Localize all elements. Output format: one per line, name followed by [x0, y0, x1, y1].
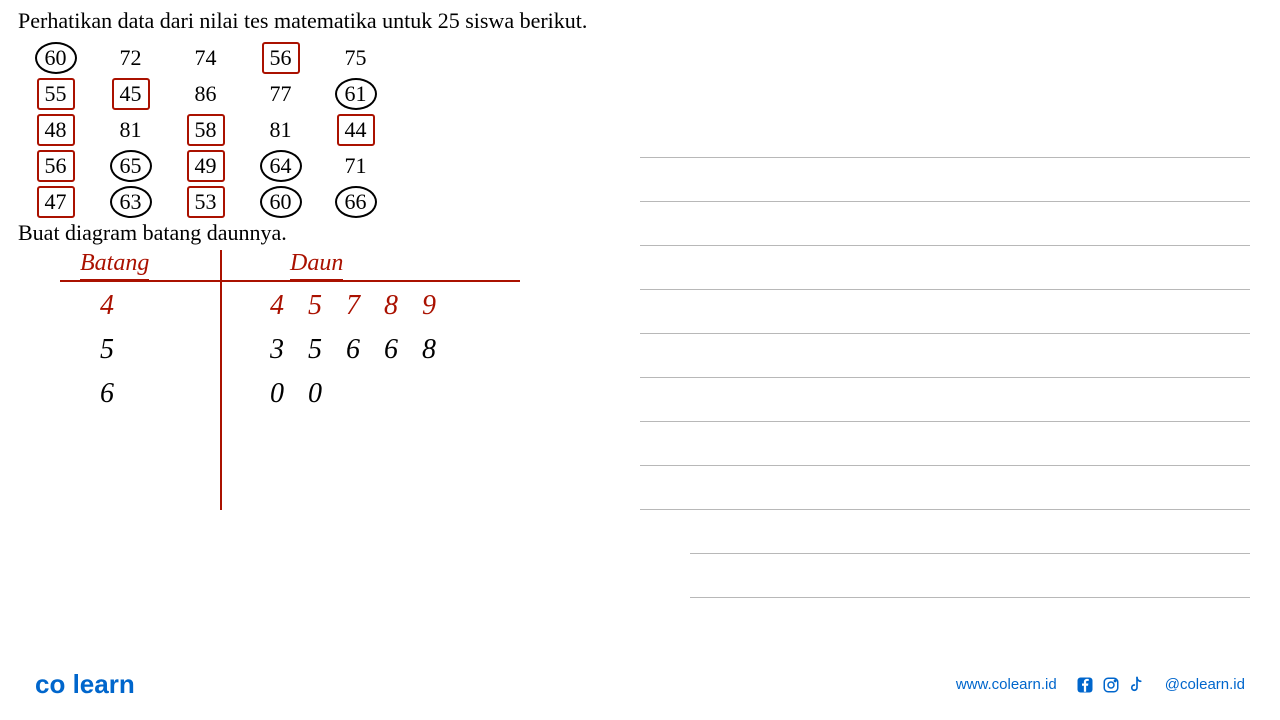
- leaf-value: 4: [270, 290, 284, 322]
- leaf-value: 9: [422, 290, 436, 322]
- leaf-value: 6: [346, 334, 360, 366]
- logo-part1: co: [35, 669, 65, 699]
- facebook-icon[interactable]: [1075, 675, 1095, 695]
- data-cell: 55: [18, 81, 93, 107]
- leaf-row: 35668: [270, 334, 436, 366]
- ruled-line: [640, 289, 1250, 333]
- instagram-icon[interactable]: [1101, 675, 1121, 695]
- data-cell: 58: [168, 117, 243, 143]
- ruled-line: [690, 597, 1250, 641]
- footer-right: www.colearn.id @colearn.id: [956, 675, 1245, 695]
- data-cell: 49: [168, 153, 243, 179]
- leaf-value: 8: [422, 334, 436, 366]
- stem-value: 5: [100, 334, 114, 378]
- data-row: 5665496471: [18, 148, 393, 184]
- social-icons: [1075, 675, 1147, 695]
- data-cell: 60: [18, 45, 93, 71]
- leaf-value: 6: [384, 334, 398, 366]
- leaf-row: 00: [270, 378, 322, 410]
- data-cell: 86: [168, 81, 243, 107]
- data-cell: 72: [93, 45, 168, 71]
- logo-part2: learn: [73, 669, 135, 699]
- leaf-row: 45789: [270, 290, 436, 322]
- tiktok-icon[interactable]: [1127, 675, 1147, 695]
- data-row: 4881588144: [18, 112, 393, 148]
- data-cell: 81: [93, 117, 168, 143]
- ruled-line: [640, 509, 1250, 553]
- leaf-value: 3: [270, 334, 284, 366]
- stem-value: 6: [100, 378, 114, 422]
- data-cell: 45: [93, 81, 168, 107]
- data-cell: 60: [243, 189, 318, 215]
- data-cell: 77: [243, 81, 318, 107]
- ruled-line: [640, 157, 1250, 201]
- leaf-value: 7: [346, 290, 360, 322]
- data-cell: 48: [18, 117, 93, 143]
- data-cell: 65: [93, 153, 168, 179]
- brand-logo: co learn: [35, 669, 135, 700]
- data-cell: 61: [318, 81, 393, 107]
- data-cell: 56: [18, 153, 93, 179]
- data-cell: 53: [168, 189, 243, 215]
- data-row: 5545867761: [18, 76, 393, 112]
- data-cell: 56: [243, 45, 318, 71]
- stem-header: Batang: [80, 250, 149, 281]
- vertical-divider: [220, 250, 222, 510]
- ruled-line: [640, 465, 1250, 509]
- stem-value: 4: [100, 290, 114, 334]
- data-cell: 66: [318, 189, 393, 215]
- data-cell: 47: [18, 189, 93, 215]
- data-cell: 71: [318, 153, 393, 179]
- leaf-value: 8: [384, 290, 398, 322]
- website-link[interactable]: www.colearn.id: [956, 676, 1057, 693]
- data-cell: 63: [93, 189, 168, 215]
- data-cell: 81: [243, 117, 318, 143]
- data-cell: 74: [168, 45, 243, 71]
- instruction-text: Buat diagram batang daunnya.: [18, 220, 287, 246]
- ruled-line: [640, 201, 1250, 245]
- data-cell: 75: [318, 45, 393, 71]
- leaf-value: 5: [308, 290, 322, 322]
- logo-dot: [65, 669, 72, 699]
- data-cell: 64: [243, 153, 318, 179]
- problem-title: Perhatikan data dari nilai tes matematik…: [18, 8, 587, 34]
- leaf-value: 5: [308, 334, 322, 366]
- social-handle[interactable]: @colearn.id: [1165, 676, 1245, 693]
- data-table: 6072745675554586776148815881445665496471…: [18, 40, 393, 220]
- ruled-lines: [640, 157, 1250, 641]
- data-cell: 44: [318, 117, 393, 143]
- leaf-value: 0: [270, 378, 284, 410]
- stem-column: 456: [100, 290, 114, 422]
- footer: co learn www.colearn.id @colearn.id: [0, 669, 1280, 700]
- ruled-line: [640, 333, 1250, 377]
- ruled-line: [640, 421, 1250, 465]
- ruled-line: [640, 245, 1250, 289]
- leaf-value: 0: [308, 378, 322, 410]
- ruled-line: [690, 553, 1250, 597]
- ruled-line: [640, 377, 1250, 421]
- data-row: 6072745675: [18, 40, 393, 76]
- leaf-header: Daun: [290, 250, 343, 281]
- data-row: 4763536066: [18, 184, 393, 220]
- horizontal-divider: [60, 280, 520, 282]
